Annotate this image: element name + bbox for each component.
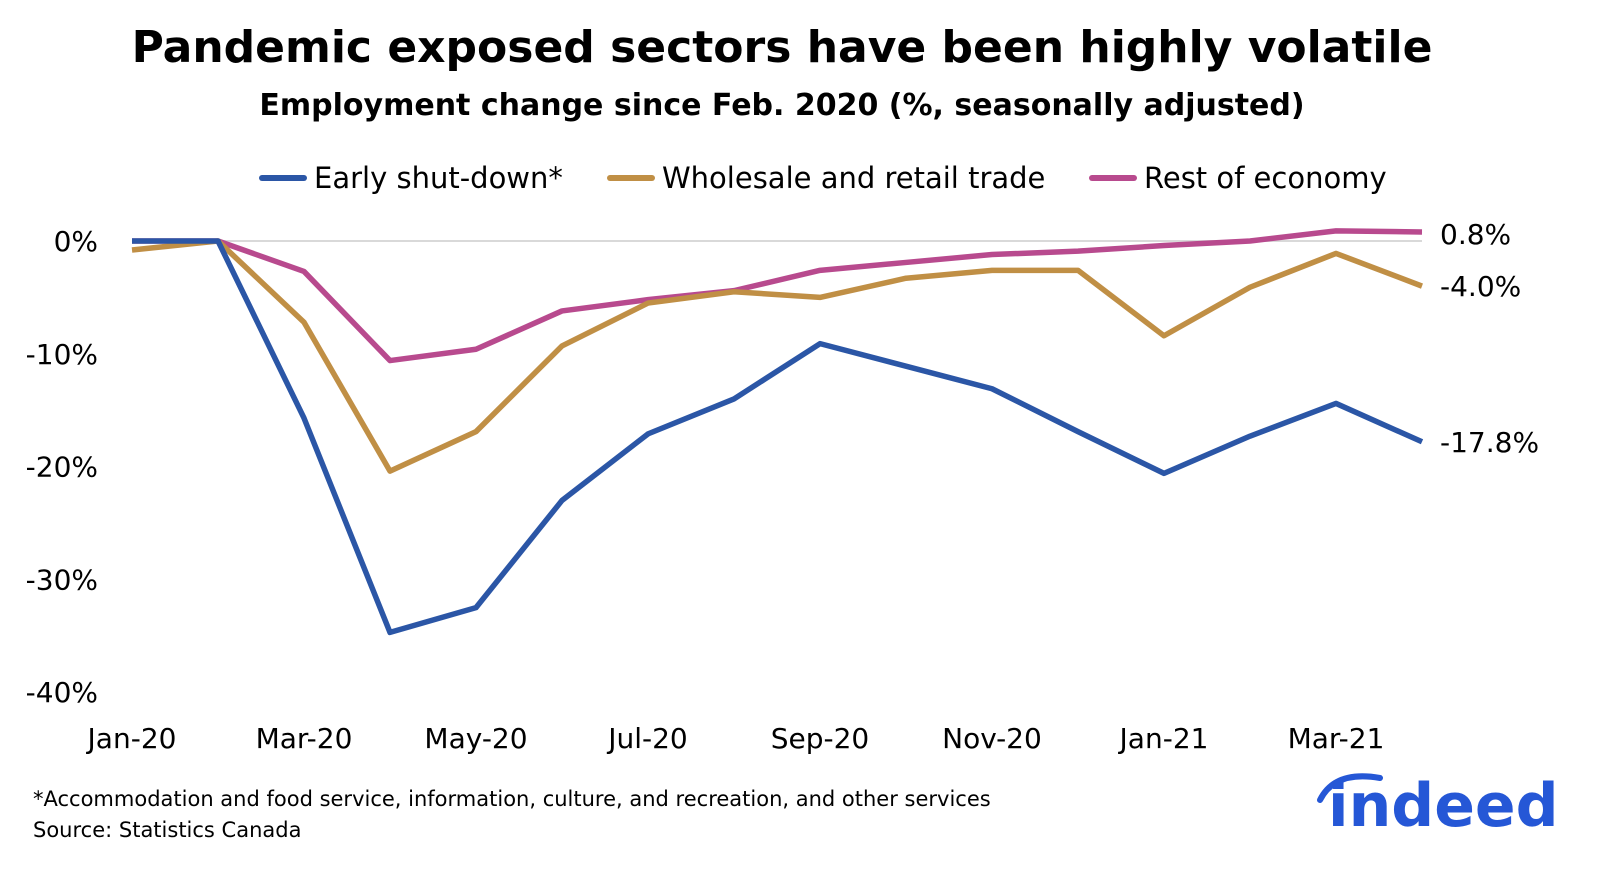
legend-label: Rest of economy	[1144, 161, 1387, 195]
plot-area	[131, 228, 1424, 636]
legend-label: Early shut-down*	[314, 161, 563, 195]
x-tick-label: Nov-20	[942, 722, 1042, 755]
y-tick-label: 0%	[54, 225, 98, 258]
y-tick-label: -20%	[26, 451, 98, 484]
series-line	[132, 238, 1424, 636]
y-tick-label: -30%	[26, 563, 98, 596]
x-tick-label: May-20	[424, 722, 527, 755]
logo-text: indeed	[1328, 771, 1559, 841]
x-tick-label: Jan-20	[86, 722, 177, 755]
x-tick-label: Mar-21	[1288, 722, 1385, 755]
x-tick-label: Sep-20	[771, 722, 870, 755]
series-line	[131, 238, 1423, 474]
end-label: 0.8%	[1440, 218, 1511, 251]
x-axis: Jan-20 Mar-20 May-20 Jul-20 Sep-20 Nov-20 Jan-…	[86, 722, 1385, 755]
y-tick-label: -10%	[26, 338, 98, 371]
series-line	[132, 228, 1423, 364]
indeed-logo: indeed	[1317, 771, 1559, 841]
end-label: -17.8%	[1440, 426, 1539, 459]
y-tick-label: -40%	[26, 676, 98, 709]
x-tick-label: Jul-20	[606, 722, 688, 755]
legend-label: Wholesale and retail trade	[662, 161, 1045, 195]
y-axis: 0% -10% -20% -30% -40%	[26, 225, 98, 709]
x-tick-label: Jan-21	[1118, 722, 1209, 755]
legend: Early shut-down* Wholesale and retail tra…	[259, 161, 1387, 195]
source-note: Source: Statistics Canada	[33, 818, 301, 842]
end-labels: -17.8% -4.0% 0.8%	[1440, 218, 1539, 459]
chart-title: Pandemic exposed sectors have been highl…	[132, 22, 1433, 73]
footnote: *Accommodation and food service, informa…	[33, 787, 991, 811]
end-label: -4.0%	[1440, 270, 1521, 303]
logo-arc-icon	[1317, 773, 1383, 803]
chart-subtitle: Employment change since Feb. 2020 (%, se…	[259, 88, 1304, 123]
x-tick-label: Mar-20	[256, 722, 353, 755]
